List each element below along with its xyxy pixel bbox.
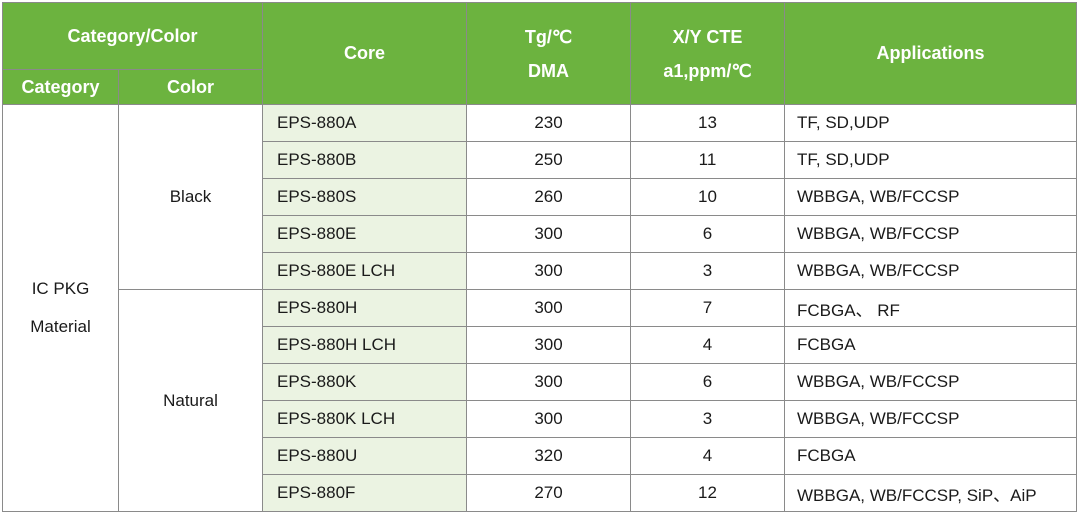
cte-cell: 4 (630, 326, 785, 364)
core-cell: EPS-880B (262, 141, 467, 179)
cte-cell: 13 (630, 104, 785, 142)
core-cell: EPS-880U (262, 437, 467, 475)
applications-cell: WBBGA, WB/FCCSP (784, 178, 1077, 216)
applications-cell: TF, SD,UDP (784, 141, 1077, 179)
tg-cell: 320 (466, 437, 631, 475)
applications-cell: FCBGA、 RF (784, 289, 1077, 327)
core-cell: EPS-880E LCH (262, 252, 467, 290)
cte-cell: 12 (630, 474, 785, 512)
applications-cell: WBBGA, WB/FCCSP, SiP、AiP (784, 474, 1077, 512)
header-core: Core (262, 2, 467, 105)
cte-cell: 6 (630, 215, 785, 253)
tg-cell: 300 (466, 289, 631, 327)
tg-cell: 270 (466, 474, 631, 512)
header-category: Category (2, 69, 119, 105)
core-cell: EPS-880H LCH (262, 326, 467, 364)
table-row: EPS-880E LCH 300 3 WBBGA, WB/FCCSP (3, 252, 1077, 290)
tg-cell: 300 (466, 252, 631, 290)
applications-cell: FCBGA (784, 326, 1077, 364)
tg-cell: 230 (466, 104, 631, 142)
tg-cell: 300 (466, 400, 631, 438)
table-row: EPS-880B 250 11 TF, SD,UDP (3, 141, 1077, 179)
header-category-color: Category/Color (2, 2, 263, 70)
table-row: EPS-880F 270 12 WBBGA, WB/FCCSP, SiP、AiP (3, 474, 1077, 512)
header-color: Color (118, 69, 263, 105)
tg-cell: 300 (466, 363, 631, 401)
header-tg-line1: Tg/℃ (524, 26, 573, 47)
table-row: EPS-880K LCH 300 3 WBBGA, WB/FCCSP (3, 400, 1077, 438)
header-cte-line2: a1,ppm/℃ (663, 60, 752, 81)
table-row: EPS-880S 260 10 WBBGA, WB/FCCSP (3, 178, 1077, 216)
header-cte-line1: X/Y CTE (672, 26, 743, 47)
table-row: EPS-880H LCH 300 4 FCBGA (3, 326, 1077, 364)
cte-cell: 3 (630, 252, 785, 290)
core-cell: EPS-880K (262, 363, 467, 401)
core-cell: EPS-880H (262, 289, 467, 327)
color-cell-natural: Natural (118, 289, 263, 512)
core-cell: EPS-880K LCH (262, 400, 467, 438)
core-cell: EPS-880F (262, 474, 467, 512)
applications-cell: FCBGA (784, 437, 1077, 475)
table-row: EPS-880K 300 6 WBBGA, WB/FCCSP (3, 363, 1077, 401)
applications-cell: WBBGA, WB/FCCSP (784, 215, 1077, 253)
applications-cell: WBBGA, WB/FCCSP (784, 252, 1077, 290)
cte-cell: 7 (630, 289, 785, 327)
tg-cell: 300 (466, 215, 631, 253)
color-cell-black: Black (118, 104, 263, 290)
category-line2: Material (30, 317, 91, 336)
core-cell: EPS-880S (262, 178, 467, 216)
cte-cell: 3 (630, 400, 785, 438)
material-spec-table: Category/Color Core Tg/℃ DMA X/Y CTE a1,… (2, 2, 1077, 512)
header-row-sub: Category Color (2, 69, 1077, 105)
applications-cell: TF, SD,UDP (784, 104, 1077, 142)
cte-cell: 11 (630, 141, 785, 179)
cte-cell: 6 (630, 363, 785, 401)
header-cte: X/Y CTE a1,ppm/℃ (630, 2, 785, 105)
core-cell: EPS-880E (262, 215, 467, 253)
header-row-top: Category/Color Core Tg/℃ DMA X/Y CTE a1,… (2, 2, 1077, 105)
category-line1: IC PKG (31, 279, 90, 298)
table-row: IC PKG Material Black EPS-880A 230 13 TF… (2, 104, 1077, 512)
core-cell: EPS-880A (262, 104, 467, 142)
category-cell: IC PKG Material (2, 104, 119, 512)
tg-cell: 260 (466, 178, 631, 216)
applications-cell: WBBGA, WB/FCCSP (784, 400, 1077, 438)
header-tg-line2: DMA (528, 60, 569, 81)
table-row: Natural EPS-880H 300 7 FCBGA、 RF (3, 289, 1077, 512)
tg-cell: 300 (466, 326, 631, 364)
tg-cell: 250 (466, 141, 631, 179)
header-applications: Applications (784, 2, 1077, 105)
table-row: EPS-880U 320 4 FCBGA (3, 437, 1077, 475)
header-tg: Tg/℃ DMA (466, 2, 631, 105)
applications-cell: WBBGA, WB/FCCSP (784, 363, 1077, 401)
cte-cell: 10 (630, 178, 785, 216)
cte-cell: 4 (630, 437, 785, 475)
